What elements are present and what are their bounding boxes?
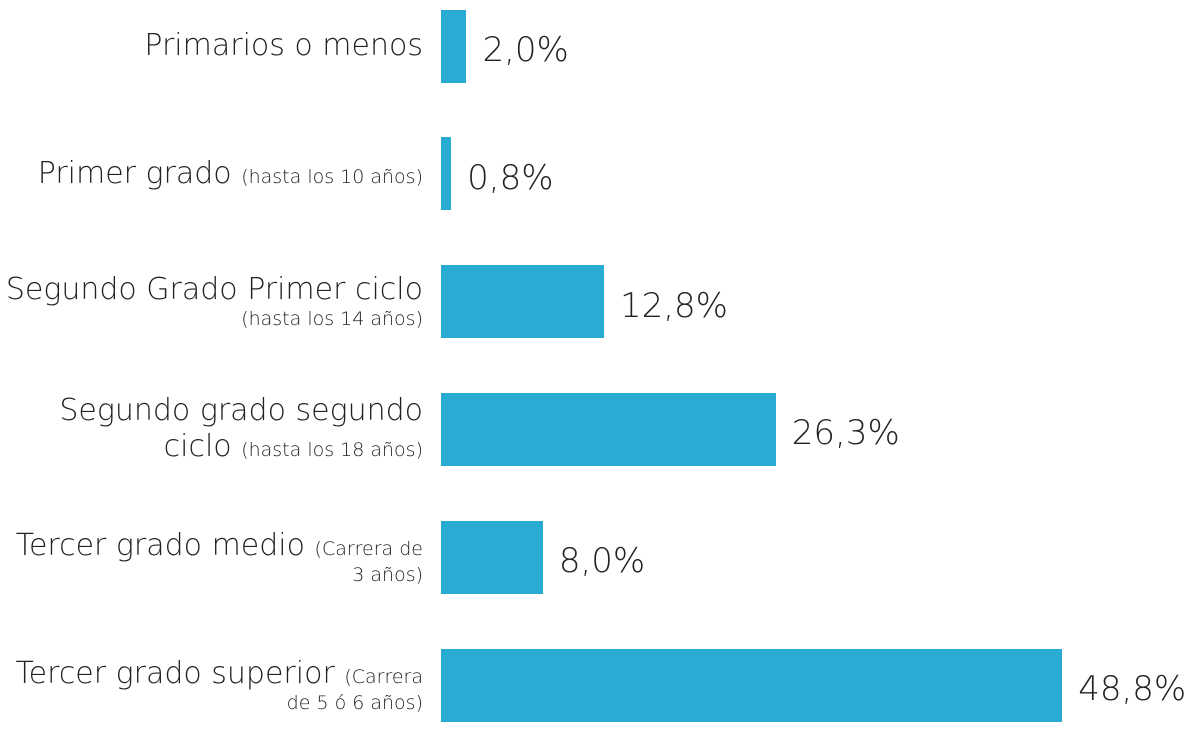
- value-label: 2,0%: [482, 30, 569, 70]
- page: Primarios o menos 2,0% Primer grado (hasta…: [5, 9, 1187, 722]
- category-label: Segundo grado segundo ciclo (hasta los 1…: [59, 393, 423, 465]
- bar: [441, 392, 776, 466]
- bar: [441, 265, 604, 339]
- bar: [441, 137, 452, 211]
- value-label: 48,8%: [1078, 669, 1187, 709]
- value-label: 12,8%: [619, 285, 728, 326]
- category-label: Segundo Grado Primer ciclo (hasta los 14…: [5, 272, 423, 331]
- bar: [441, 9, 467, 83]
- bar: [441, 520, 543, 594]
- value-label: 8,0%: [558, 541, 646, 582]
- category-label: Tercer grado superior (Carrera de 5 ó 6 …: [15, 655, 423, 714]
- category-label: Tercer grado medio (Carrera de 3 años): [15, 527, 423, 586]
- bar: [441, 648, 1063, 722]
- category-label: Primer grado (hasta los 10 años): [37, 155, 423, 191]
- category-label: Primarios o menos: [144, 28, 423, 63]
- value-label: 26,3%: [791, 413, 900, 454]
- value-label: 0,8%: [467, 157, 554, 198]
